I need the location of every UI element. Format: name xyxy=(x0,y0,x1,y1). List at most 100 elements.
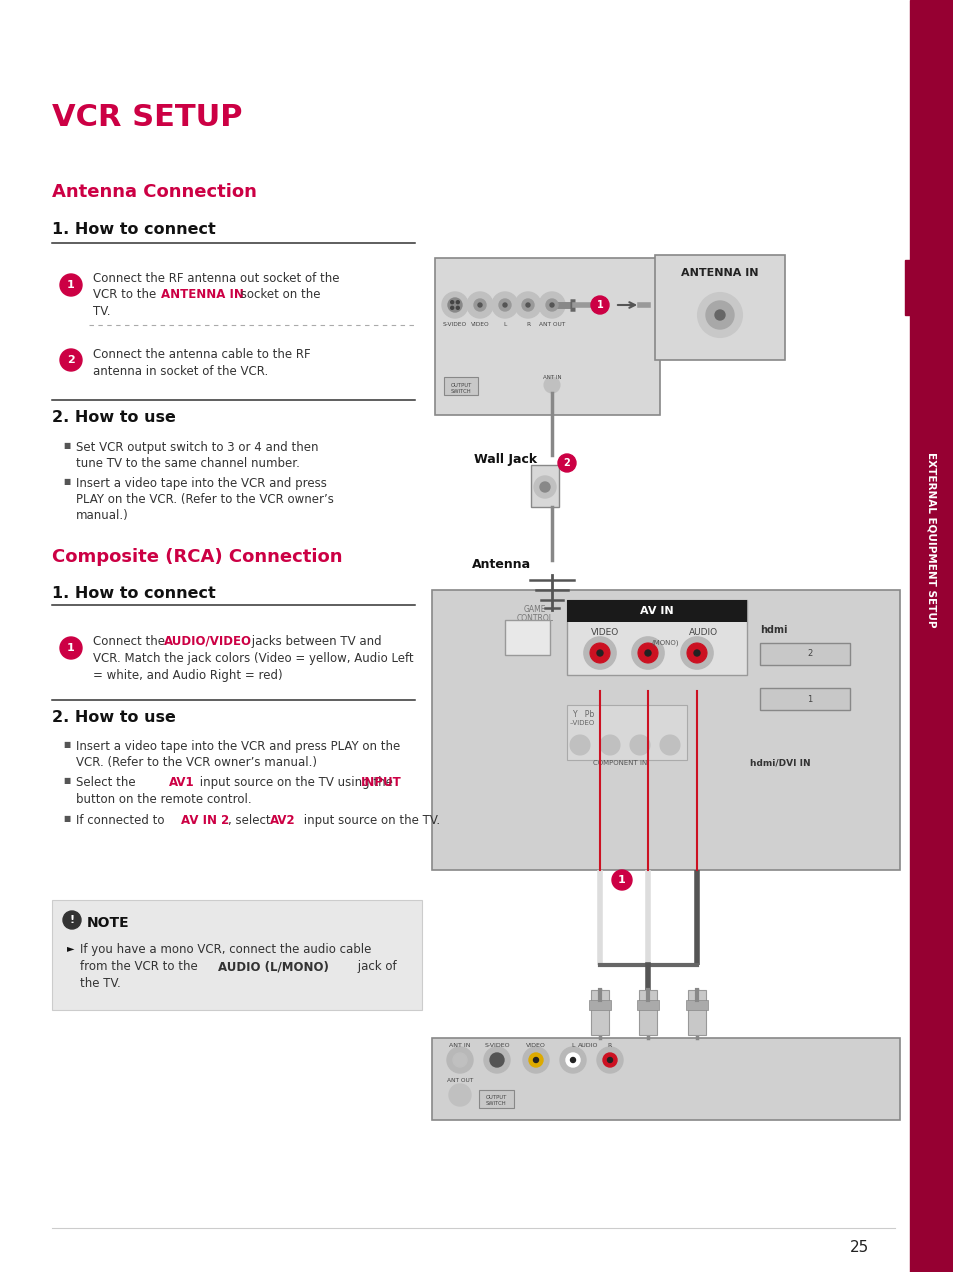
Text: 1. How to connect: 1. How to connect xyxy=(52,223,215,238)
Text: AV IN 2: AV IN 2 xyxy=(181,814,229,827)
Circle shape xyxy=(644,650,650,656)
Text: Connect the RF antenna out socket of the: Connect the RF antenna out socket of the xyxy=(92,272,339,285)
Text: AUDIO/VIDEO: AUDIO/VIDEO xyxy=(164,635,252,647)
Text: R: R xyxy=(525,322,530,327)
Text: Antenna: Antenna xyxy=(472,558,531,571)
Bar xyxy=(590,990,608,1035)
Text: Y   Pb: Y Pb xyxy=(573,710,594,719)
Circle shape xyxy=(589,644,609,663)
Circle shape xyxy=(441,293,468,318)
Text: tune TV to the same channel number.: tune TV to the same channel number. xyxy=(76,457,299,469)
Text: 2: 2 xyxy=(67,355,74,365)
Text: AV2: AV2 xyxy=(270,814,295,827)
Bar xyxy=(760,644,849,665)
Text: 1: 1 xyxy=(596,300,602,310)
Text: ■: ■ xyxy=(63,740,71,749)
Text: ■: ■ xyxy=(63,441,71,450)
Bar xyxy=(637,1000,659,1010)
Bar xyxy=(639,990,657,1035)
Text: ■: ■ xyxy=(63,477,71,486)
Circle shape xyxy=(449,1084,471,1105)
Circle shape xyxy=(533,1057,537,1062)
Bar xyxy=(52,901,421,1010)
Text: ANT IN: ANT IN xyxy=(449,1043,470,1048)
Circle shape xyxy=(545,299,558,310)
Text: socket on the: socket on the xyxy=(236,287,320,301)
Text: ANTENNA IN: ANTENNA IN xyxy=(161,287,244,301)
Text: VIDEO: VIDEO xyxy=(590,628,618,637)
Circle shape xyxy=(543,377,559,393)
Text: Connect the: Connect the xyxy=(92,635,169,647)
Bar xyxy=(531,466,558,508)
Text: input source on the TV using the: input source on the TV using the xyxy=(195,776,396,789)
Text: from the VCR to the: from the VCR to the xyxy=(80,960,201,973)
Bar xyxy=(478,1090,514,1108)
Text: antenna in socket of the VCR.: antenna in socket of the VCR. xyxy=(92,365,268,378)
Circle shape xyxy=(477,303,481,307)
Circle shape xyxy=(538,293,564,318)
Text: ANT OUT: ANT OUT xyxy=(538,322,564,327)
Text: COMPONENT IN: COMPONENT IN xyxy=(592,759,646,766)
Text: = white, and Audio Right = red): = white, and Audio Right = red) xyxy=(92,669,282,682)
Circle shape xyxy=(590,296,608,314)
Text: VIDEO: VIDEO xyxy=(525,1043,545,1048)
Bar xyxy=(435,258,659,415)
Circle shape xyxy=(659,735,679,756)
Text: VIDEO: VIDEO xyxy=(470,322,489,327)
Circle shape xyxy=(597,650,602,656)
Circle shape xyxy=(597,1047,622,1074)
Text: ANT OUT: ANT OUT xyxy=(446,1077,473,1082)
Circle shape xyxy=(515,293,540,318)
Bar xyxy=(432,590,899,870)
Text: TV.: TV. xyxy=(92,305,111,318)
Text: 1: 1 xyxy=(806,695,812,703)
Text: the TV.: the TV. xyxy=(80,977,121,990)
Text: VCR SETUP: VCR SETUP xyxy=(52,103,242,132)
Text: SWITCH: SWITCH xyxy=(450,389,471,394)
Text: 2. How to use: 2. How to use xyxy=(52,411,175,426)
Circle shape xyxy=(525,303,530,307)
Text: SWITCH: SWITCH xyxy=(485,1102,506,1105)
Circle shape xyxy=(693,650,700,656)
Circle shape xyxy=(483,1047,510,1074)
Text: ►: ► xyxy=(67,943,74,953)
Text: L: L xyxy=(571,1043,574,1048)
Text: input source on the TV.: input source on the TV. xyxy=(299,814,439,827)
Text: hdmi/DVI IN: hdmi/DVI IN xyxy=(749,758,809,767)
Text: NOTE: NOTE xyxy=(87,916,130,930)
Text: S-VIDEO: S-VIDEO xyxy=(484,1043,509,1048)
Text: Select the: Select the xyxy=(76,776,139,789)
Circle shape xyxy=(534,476,556,499)
Circle shape xyxy=(63,911,81,929)
Circle shape xyxy=(456,300,458,304)
Text: 1: 1 xyxy=(67,644,74,653)
Bar xyxy=(566,705,686,759)
Text: OUTPUT: OUTPUT xyxy=(450,383,471,388)
Circle shape xyxy=(456,307,458,309)
Circle shape xyxy=(558,454,576,472)
Circle shape xyxy=(467,293,493,318)
Bar xyxy=(432,1038,899,1121)
Circle shape xyxy=(60,273,82,296)
Circle shape xyxy=(612,870,631,890)
Bar xyxy=(566,600,746,622)
Text: PLAY on the VCR. (Refer to the VCR owner’s: PLAY on the VCR. (Refer to the VCR owner… xyxy=(76,494,334,506)
Circle shape xyxy=(607,1057,612,1062)
Text: L: L xyxy=(503,322,506,327)
Circle shape xyxy=(570,1057,575,1062)
Circle shape xyxy=(490,1053,503,1067)
Circle shape xyxy=(599,735,619,756)
Circle shape xyxy=(502,303,506,307)
Bar xyxy=(904,259,913,315)
Text: Insert a video tape into the VCR and press: Insert a video tape into the VCR and pre… xyxy=(76,477,327,490)
Text: Insert a video tape into the VCR and press PLAY on the: Insert a video tape into the VCR and pre… xyxy=(76,740,400,753)
Text: EXTERNAL EQUIPMENT SETUP: EXTERNAL EQUIPMENT SETUP xyxy=(926,453,936,628)
Bar xyxy=(566,600,746,675)
Circle shape xyxy=(492,293,517,318)
Text: 1: 1 xyxy=(618,875,625,885)
Text: AUDIO (L/MONO): AUDIO (L/MONO) xyxy=(218,960,329,973)
Text: 25: 25 xyxy=(849,1240,869,1255)
Text: (MONO): (MONO) xyxy=(651,640,678,646)
Circle shape xyxy=(529,1053,542,1067)
Circle shape xyxy=(705,301,733,329)
